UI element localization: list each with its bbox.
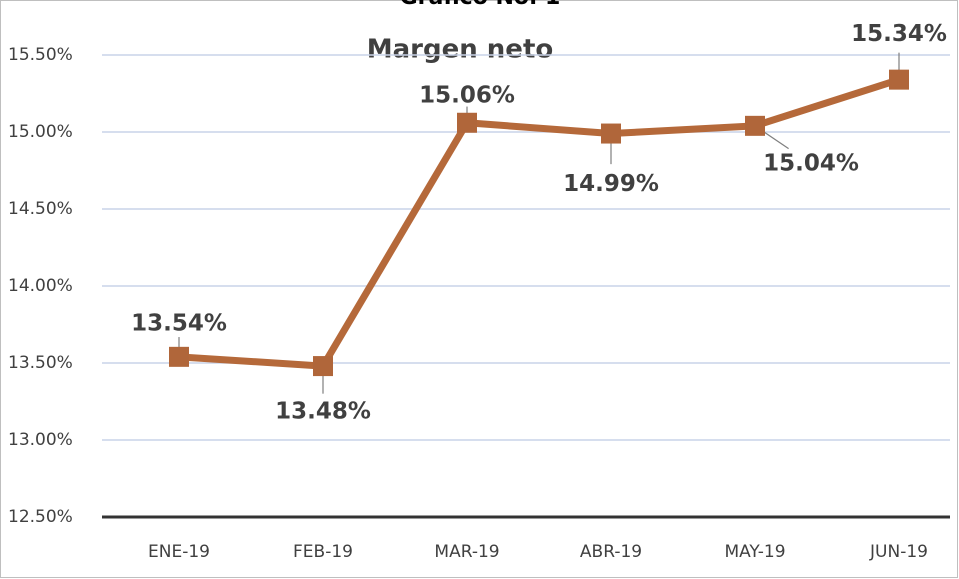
marker [745,115,765,136]
y-tick-label: 15.00% [8,122,73,142]
marker [169,346,189,367]
x-tick-label: ABR-19 [580,542,642,562]
data-label: 13.54% [131,310,227,336]
data-label: 13.48% [275,399,371,425]
data-label: 14.99% [563,171,659,197]
line [178,76,901,370]
x-tick-label: JUN-19 [869,542,928,562]
y-tick-label: 14.00% [8,276,73,296]
x-tick-label: FEB-19 [293,542,353,562]
x-tick-label: MAR-19 [434,542,499,562]
data-label: 15.04% [763,150,859,176]
marker [457,112,477,133]
x-tick-label: MAY-19 [724,542,785,562]
y-tick-label: 12.50% [8,507,73,527]
data-label: 15.06% [419,82,515,108]
y-tick-label: 15.50% [8,45,73,65]
y-tick-label: 14.50% [8,199,73,219]
y-tick-label: 13.50% [8,353,73,373]
x-tick-label: ENE-19 [148,542,210,562]
chart-title: Margen neto [367,35,553,65]
marker [313,356,333,377]
marker [601,123,621,144]
chart-heading: Gráfico No. 1 [400,0,561,10]
y-tick-label: 13.00% [8,430,73,450]
data-label: 15.34% [851,21,947,47]
marker [889,69,909,90]
